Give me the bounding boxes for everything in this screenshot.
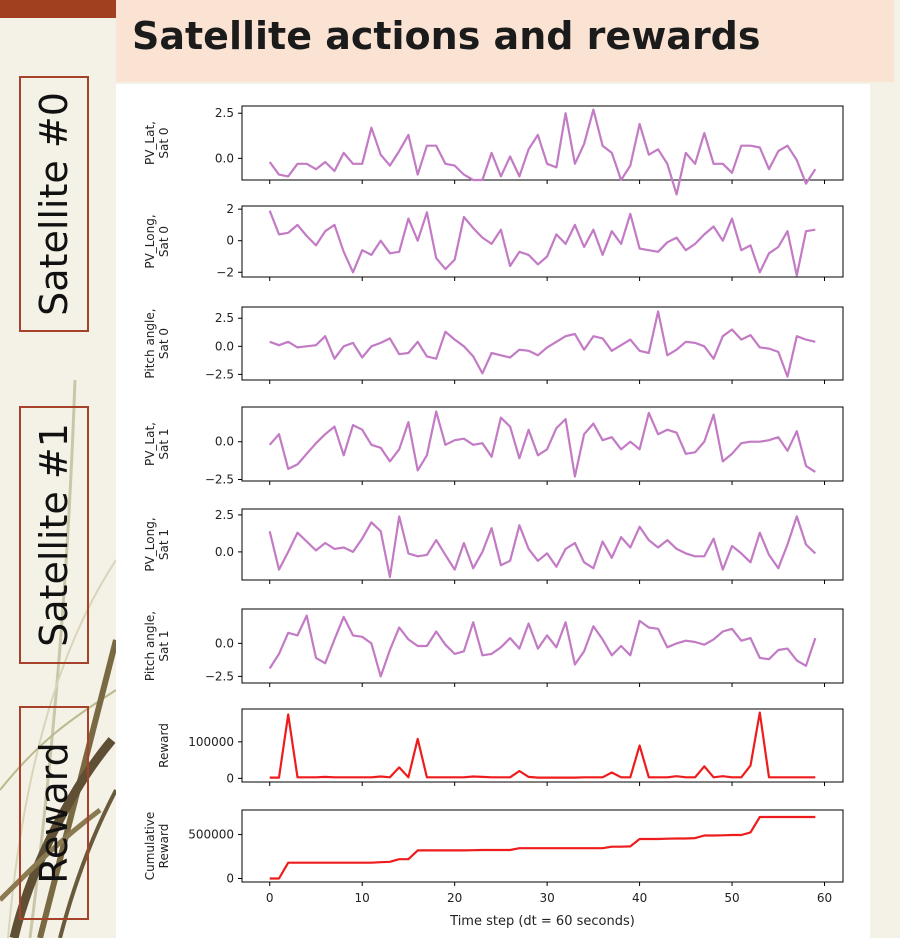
y-tick-label: −2 bbox=[216, 265, 234, 279]
y-axis-label: Sat 0 bbox=[157, 127, 171, 158]
y-tick-label: 2 bbox=[226, 202, 234, 216]
y-tick-label: 500000 bbox=[188, 828, 234, 842]
axes-frame bbox=[241, 205, 844, 278]
y-axis-label: Reward bbox=[157, 824, 171, 869]
y-axis-label: Sat 1 bbox=[157, 428, 171, 459]
axes-frame bbox=[241, 809, 844, 883]
x-tick-label: 60 bbox=[817, 891, 832, 905]
y-axis-label: Reward bbox=[157, 723, 171, 768]
y-axis-label: PV_Long, bbox=[143, 214, 157, 268]
x-axis-label: Time step (dt = 60 seconds) bbox=[449, 914, 635, 929]
y-axis-label: Pitch angle, bbox=[143, 308, 157, 378]
y-tick-label: 0 bbox=[226, 871, 234, 885]
subplot-0: 0.0 2.5 PV_Lat, Sat 0 bbox=[143, 105, 844, 196]
y-tick-label: −2.5 bbox=[205, 472, 234, 486]
y-tick-label: 100000 bbox=[188, 735, 234, 749]
x-tick-label: 40 bbox=[632, 891, 647, 905]
series-line bbox=[268, 210, 816, 277]
series-line bbox=[268, 515, 817, 579]
y-tick-label: 0.0 bbox=[215, 545, 234, 559]
y-axis-label: Sat 0 bbox=[157, 328, 171, 359]
y-axis-label: Sat 1 bbox=[157, 630, 171, 661]
subplot-1: −2 0 2 PV_Long, Sat 0 bbox=[143, 202, 844, 281]
title-banner bbox=[116, 0, 894, 82]
series-line bbox=[268, 108, 817, 196]
series-line bbox=[268, 410, 816, 478]
x-tick-label: 30 bbox=[539, 891, 554, 905]
y-axis-label: Pitch angle, bbox=[143, 611, 157, 681]
y-axis-label: PV_Lat, bbox=[143, 121, 157, 165]
satellite-1-label: Satellite #1 bbox=[19, 406, 89, 664]
y-axis-label: Cumulative bbox=[143, 812, 157, 881]
y-tick-label: −2.5 bbox=[205, 669, 234, 683]
subplot-5: −2.5 0.0 Pitch angle, Sat 1 bbox=[143, 608, 844, 687]
y-tick-label: 0 bbox=[226, 234, 234, 248]
series-line bbox=[269, 815, 816, 880]
axes-frame bbox=[241, 608, 844, 684]
subplot-7: 0 500000 Cumulative Reward bbox=[143, 809, 844, 886]
y-axis-label: Sat 1 bbox=[157, 529, 171, 560]
subplot-4: 0.0 2.5 PV_Long, Sat 1 bbox=[143, 508, 844, 584]
slide-title: Satellite actions and rewards bbox=[132, 14, 761, 58]
axes-frame bbox=[241, 105, 844, 181]
y-tick-label: 0.0 bbox=[215, 339, 234, 353]
y-tick-label: −2.5 bbox=[205, 367, 234, 381]
subplot-3: −2.5 0.0 PV_Lat, Sat 1 bbox=[143, 406, 844, 486]
x-tick-label: 20 bbox=[447, 891, 462, 905]
accent-bar bbox=[0, 0, 116, 18]
y-tick-label: 2.5 bbox=[215, 508, 234, 522]
y-axis-label: PV_Long, bbox=[143, 517, 157, 571]
axes-frame bbox=[241, 708, 844, 783]
x-tick-label: 10 bbox=[355, 891, 370, 905]
y-tick-label: 0.0 bbox=[215, 151, 234, 165]
axes-frame bbox=[241, 508, 844, 581]
y-tick-label: 2.5 bbox=[215, 311, 234, 325]
y-tick-label: 0.0 bbox=[215, 636, 234, 650]
x-tick-label: 0 bbox=[266, 891, 274, 905]
subplot-2: −2.5 0.0 2.5 Pitch angle, Sat 0 bbox=[143, 306, 844, 384]
y-axis-label: PV_Lat, bbox=[143, 422, 157, 466]
series-line bbox=[269, 310, 816, 378]
axes-frame bbox=[241, 406, 844, 482]
satellite-0-label: Satellite #0 bbox=[19, 76, 89, 332]
y-tick-label: 2.5 bbox=[215, 106, 234, 120]
subplot-6: 0 100000 Reward bbox=[157, 708, 844, 786]
axes-frame bbox=[241, 306, 844, 381]
y-tick-label: 0.0 bbox=[215, 435, 234, 449]
y-axis-label: Sat 0 bbox=[157, 226, 171, 257]
reward-label: Reward bbox=[19, 706, 89, 920]
series-line bbox=[268, 614, 817, 678]
y-tick-label: 0 bbox=[226, 771, 234, 785]
series-line bbox=[269, 711, 816, 779]
x-tick-label: 50 bbox=[724, 891, 739, 905]
